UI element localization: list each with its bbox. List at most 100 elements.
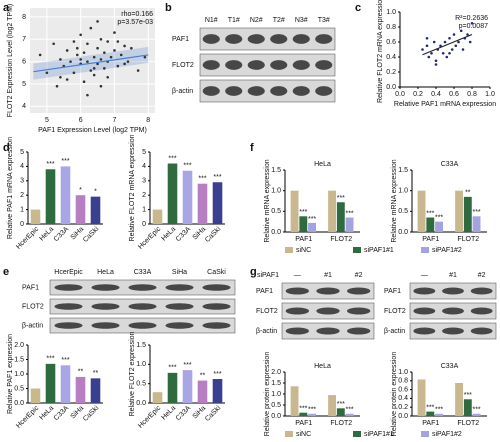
point [45, 71, 49, 75]
blot-band [128, 303, 157, 310]
point [136, 69, 140, 72]
blot-column-label: HeLa [97, 269, 114, 276]
y-tick-label: 1.0 [271, 391, 281, 398]
point [92, 67, 96, 70]
annotation: p=0.0087 [459, 23, 488, 30]
bar [336, 408, 345, 416]
blot-band [470, 307, 493, 315]
annotation: R²=0.2636 [455, 15, 488, 22]
bar [290, 386, 299, 416]
blot-column-label: HcerEpic [54, 269, 83, 276]
y-tick-label: 0.5 [136, 381, 146, 388]
significance: ** [465, 190, 471, 197]
point [75, 53, 79, 57]
blot-column-label: — [421, 272, 428, 279]
blot-band [54, 284, 83, 291]
panel-label: a [3, 2, 10, 14]
x-tick-label: PAF1 [295, 236, 312, 243]
bar [426, 411, 435, 416]
point [113, 31, 116, 34]
y-tick-label: 0.5 [14, 385, 24, 392]
bar [463, 399, 472, 416]
blot-column-label: N3# [295, 17, 308, 24]
blot-band [165, 284, 194, 291]
y-tick-label: 0.0 [398, 229, 408, 236]
blot-band [292, 86, 310, 96]
y-tick-label: 2.0 [271, 369, 281, 376]
bar [90, 378, 101, 403]
point [103, 67, 106, 70]
bar [167, 163, 178, 224]
blot-band [292, 60, 310, 70]
significance: *** [168, 155, 176, 162]
blot-band [165, 303, 194, 310]
y-tick-label: 0.0 [136, 400, 146, 407]
y-tick-label: 1.5 [14, 356, 24, 363]
bar [426, 217, 435, 232]
blot-column-label: T2# [273, 17, 285, 24]
blot-column-label: N1# [205, 17, 218, 24]
point [86, 93, 89, 97]
blot-band [470, 287, 493, 295]
significance: *** [345, 210, 353, 217]
y-tick-label: 0.6 [398, 386, 408, 393]
y-tick-label: 7 [22, 36, 26, 43]
bar [417, 190, 426, 232]
significance: *** [472, 209, 480, 216]
significance: *** [299, 209, 307, 216]
x-tick-label: 0.2 [413, 91, 423, 98]
blot-band [247, 86, 265, 96]
panel-label: e [3, 266, 9, 278]
point [466, 33, 469, 36]
significance: ** [200, 372, 206, 379]
blot-row-label: FLOT2 [256, 308, 278, 315]
x-tick-label: 7 [113, 117, 117, 124]
legend-label: siPAF1#1 [364, 247, 394, 254]
point [452, 33, 456, 36]
y-tick-label: 0.5 [271, 402, 281, 409]
point [86, 42, 89, 46]
significance: *** [308, 407, 316, 414]
blot-band [202, 284, 231, 291]
blot-row-label: PAF1 [256, 288, 273, 295]
point [106, 75, 110, 79]
blot-band [247, 34, 265, 44]
annotation: rho=0.166 [121, 11, 153, 18]
bar [328, 190, 336, 232]
y-axis-label: Relative FLOT2 expression [129, 331, 136, 416]
y-tick-label: 0 [20, 221, 24, 228]
blot-column-label: #2 [355, 272, 363, 279]
x-tick-label: C33A [175, 226, 193, 244]
blot-row-label: FLOT2 [172, 62, 194, 69]
point [119, 53, 123, 57]
bar [472, 413, 481, 416]
blot-column-label: C33A [134, 269, 152, 276]
panel-label: g [250, 266, 257, 278]
point [130, 46, 133, 50]
y-tick-label: 2 [142, 192, 146, 199]
legend-label: siNC [296, 431, 311, 438]
blot-band [270, 34, 288, 44]
blot-band [315, 60, 333, 70]
bar [336, 202, 345, 232]
bar [435, 221, 443, 232]
blot-strip [199, 79, 336, 103]
blot-band [285, 327, 309, 335]
y-tick-label: 0.5 [398, 208, 408, 215]
point [448, 36, 451, 40]
point [113, 49, 116, 52]
y-tick-label: 0.5 [271, 208, 281, 215]
y-tick-label: 6 [22, 58, 26, 65]
blot-band [315, 86, 333, 96]
point [65, 78, 69, 81]
y-tick-label: 0.0 [386, 84, 396, 91]
point [457, 40, 460, 44]
significance: * [79, 187, 82, 194]
bar [30, 388, 41, 403]
y-tick-label: 1.0 [398, 188, 408, 195]
y-tick-label: 8 [22, 14, 26, 21]
point [425, 36, 429, 40]
blot-band [202, 322, 231, 329]
blot-band [91, 303, 120, 310]
